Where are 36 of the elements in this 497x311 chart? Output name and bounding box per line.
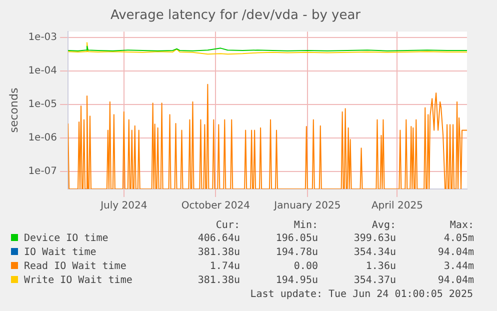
- text: 1.36u: [364, 260, 396, 274]
- x-tick-label: October 2024: [181, 200, 250, 212]
- legend-label: Write IO Wait time: [23, 274, 134, 288]
- text: 3.44m: [442, 260, 474, 274]
- text: 94.04m: [436, 274, 474, 288]
- text: 194.95u: [274, 274, 318, 288]
- x-tick-label: April 2025: [371, 200, 423, 212]
- text: 1.74u: [208, 260, 240, 274]
- text: 4.05m: [442, 232, 474, 246]
- x-tick-label: January 2025: [273, 200, 341, 212]
- text: 94.04m: [436, 246, 474, 260]
- y-axis-title: seconds: [7, 88, 20, 133]
- legend-label: Device IO time: [23, 232, 110, 246]
- text: Cur:: [214, 220, 240, 232]
- text: 194.78u: [274, 246, 318, 260]
- text: 406.64u: [196, 232, 240, 246]
- text: 381.38u: [196, 246, 240, 260]
- chart-title: Average latency for /dev/vda - by year: [110, 8, 362, 24]
- y-tick-label: 1e-07: [28, 166, 58, 178]
- text: Last update: Tue Jun 24 01:00:05 2025: [249, 288, 474, 302]
- text: 0.00: [292, 260, 318, 274]
- y-tick-label: 1e-05: [28, 99, 58, 110]
- text: 354.37u: [352, 274, 396, 288]
- legend-label: IO Wait time: [23, 246, 98, 260]
- text: 381.38u: [196, 274, 240, 288]
- text: 196.05u: [274, 232, 318, 246]
- x-tick-label: July 2024: [100, 200, 148, 212]
- legend-label: Read IO Wait time: [23, 260, 128, 274]
- text: 354.34u: [352, 246, 396, 260]
- y-tick-label: 1e-04: [28, 66, 58, 77]
- text: Min:: [292, 220, 318, 232]
- y-tick-label: 1e-03: [28, 32, 58, 44]
- text: Avg:: [370, 220, 396, 232]
- text: Max:: [448, 220, 474, 232]
- text: 399.63u: [352, 232, 396, 246]
- y-tick-label: 1e-06: [28, 132, 58, 144]
